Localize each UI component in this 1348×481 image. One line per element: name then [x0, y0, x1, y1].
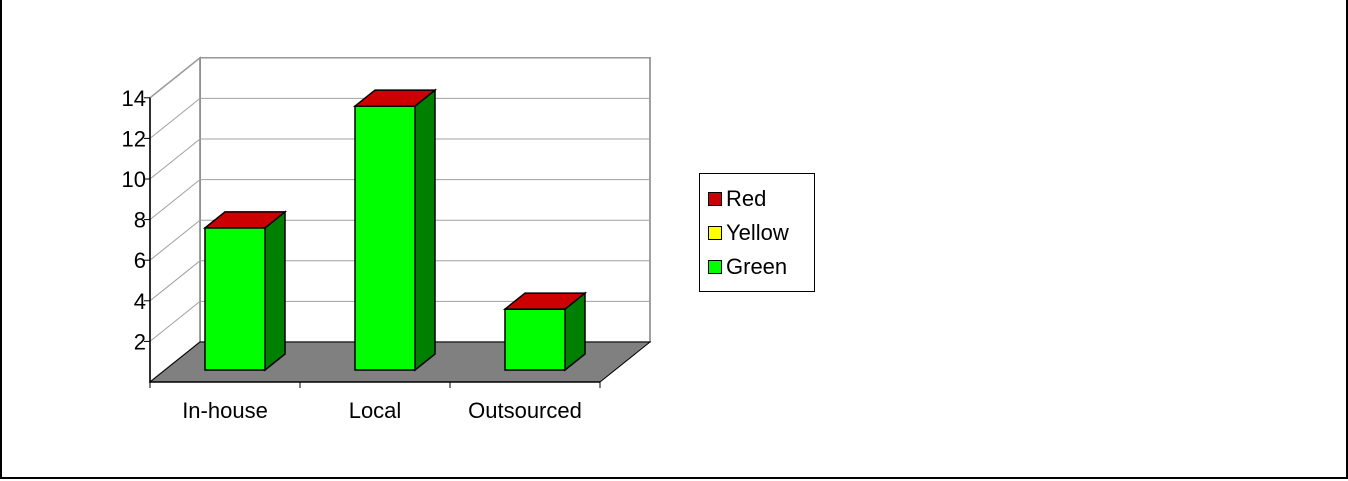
legend-label: Red [726, 186, 767, 211]
legend-swatch [708, 226, 722, 240]
gridline [149, 260, 650, 302]
y-tick-label: 6 [134, 248, 146, 273]
gridline [149, 300, 650, 342]
x-axis-ticks: In-house Local Outsourced [149, 382, 601, 423]
y-tick-label: 10 [122, 167, 146, 192]
bar-in-house [202, 210, 288, 372]
bar-top-red [202, 211, 288, 229]
gridline [149, 219, 650, 261]
gridline [149, 138, 650, 180]
legend-item-red: Red [700, 182, 814, 216]
y-tick-label: 4 [134, 289, 146, 314]
legend-label: Yellow [726, 220, 789, 245]
bar-front-face [354, 105, 416, 371]
x-tick-label: Outsourced [468, 398, 582, 423]
gridline [149, 57, 650, 99]
y-tick-label: 2 [134, 329, 146, 354]
bar-side-face [414, 88, 436, 372]
x-tick-label: Local [349, 398, 402, 423]
y-tick-label: 8 [134, 208, 146, 233]
gridline [149, 179, 650, 220]
bar-outsourced [502, 291, 588, 372]
legend-label: Green [726, 254, 788, 279]
bar-local [352, 88, 438, 372]
bars [202, 88, 588, 372]
legend-swatch [708, 192, 722, 206]
legend-swatch [708, 260, 722, 274]
bar-side-face [264, 210, 286, 372]
legend-item-green: Green [700, 250, 814, 284]
y-tick-label: 14 [122, 86, 146, 111]
bar-front-face [204, 227, 266, 371]
x-tick-label: In-house [182, 398, 268, 423]
legend-item-yellow: Yellow [700, 216, 814, 250]
bar-top-red [502, 292, 588, 310]
y-tick-label: 12 [122, 126, 146, 151]
y-axis-ticks: 2 4 6 8 10 12 14 [122, 86, 150, 354]
gridlines [149, 57, 650, 342]
axes [149, 97, 600, 383]
legend: Red Yellow Green [699, 173, 815, 292]
gridline [149, 97, 650, 139]
bar-front-face [504, 308, 566, 371]
side-wall [149, 56, 201, 384]
bar-top-red [352, 89, 438, 107]
